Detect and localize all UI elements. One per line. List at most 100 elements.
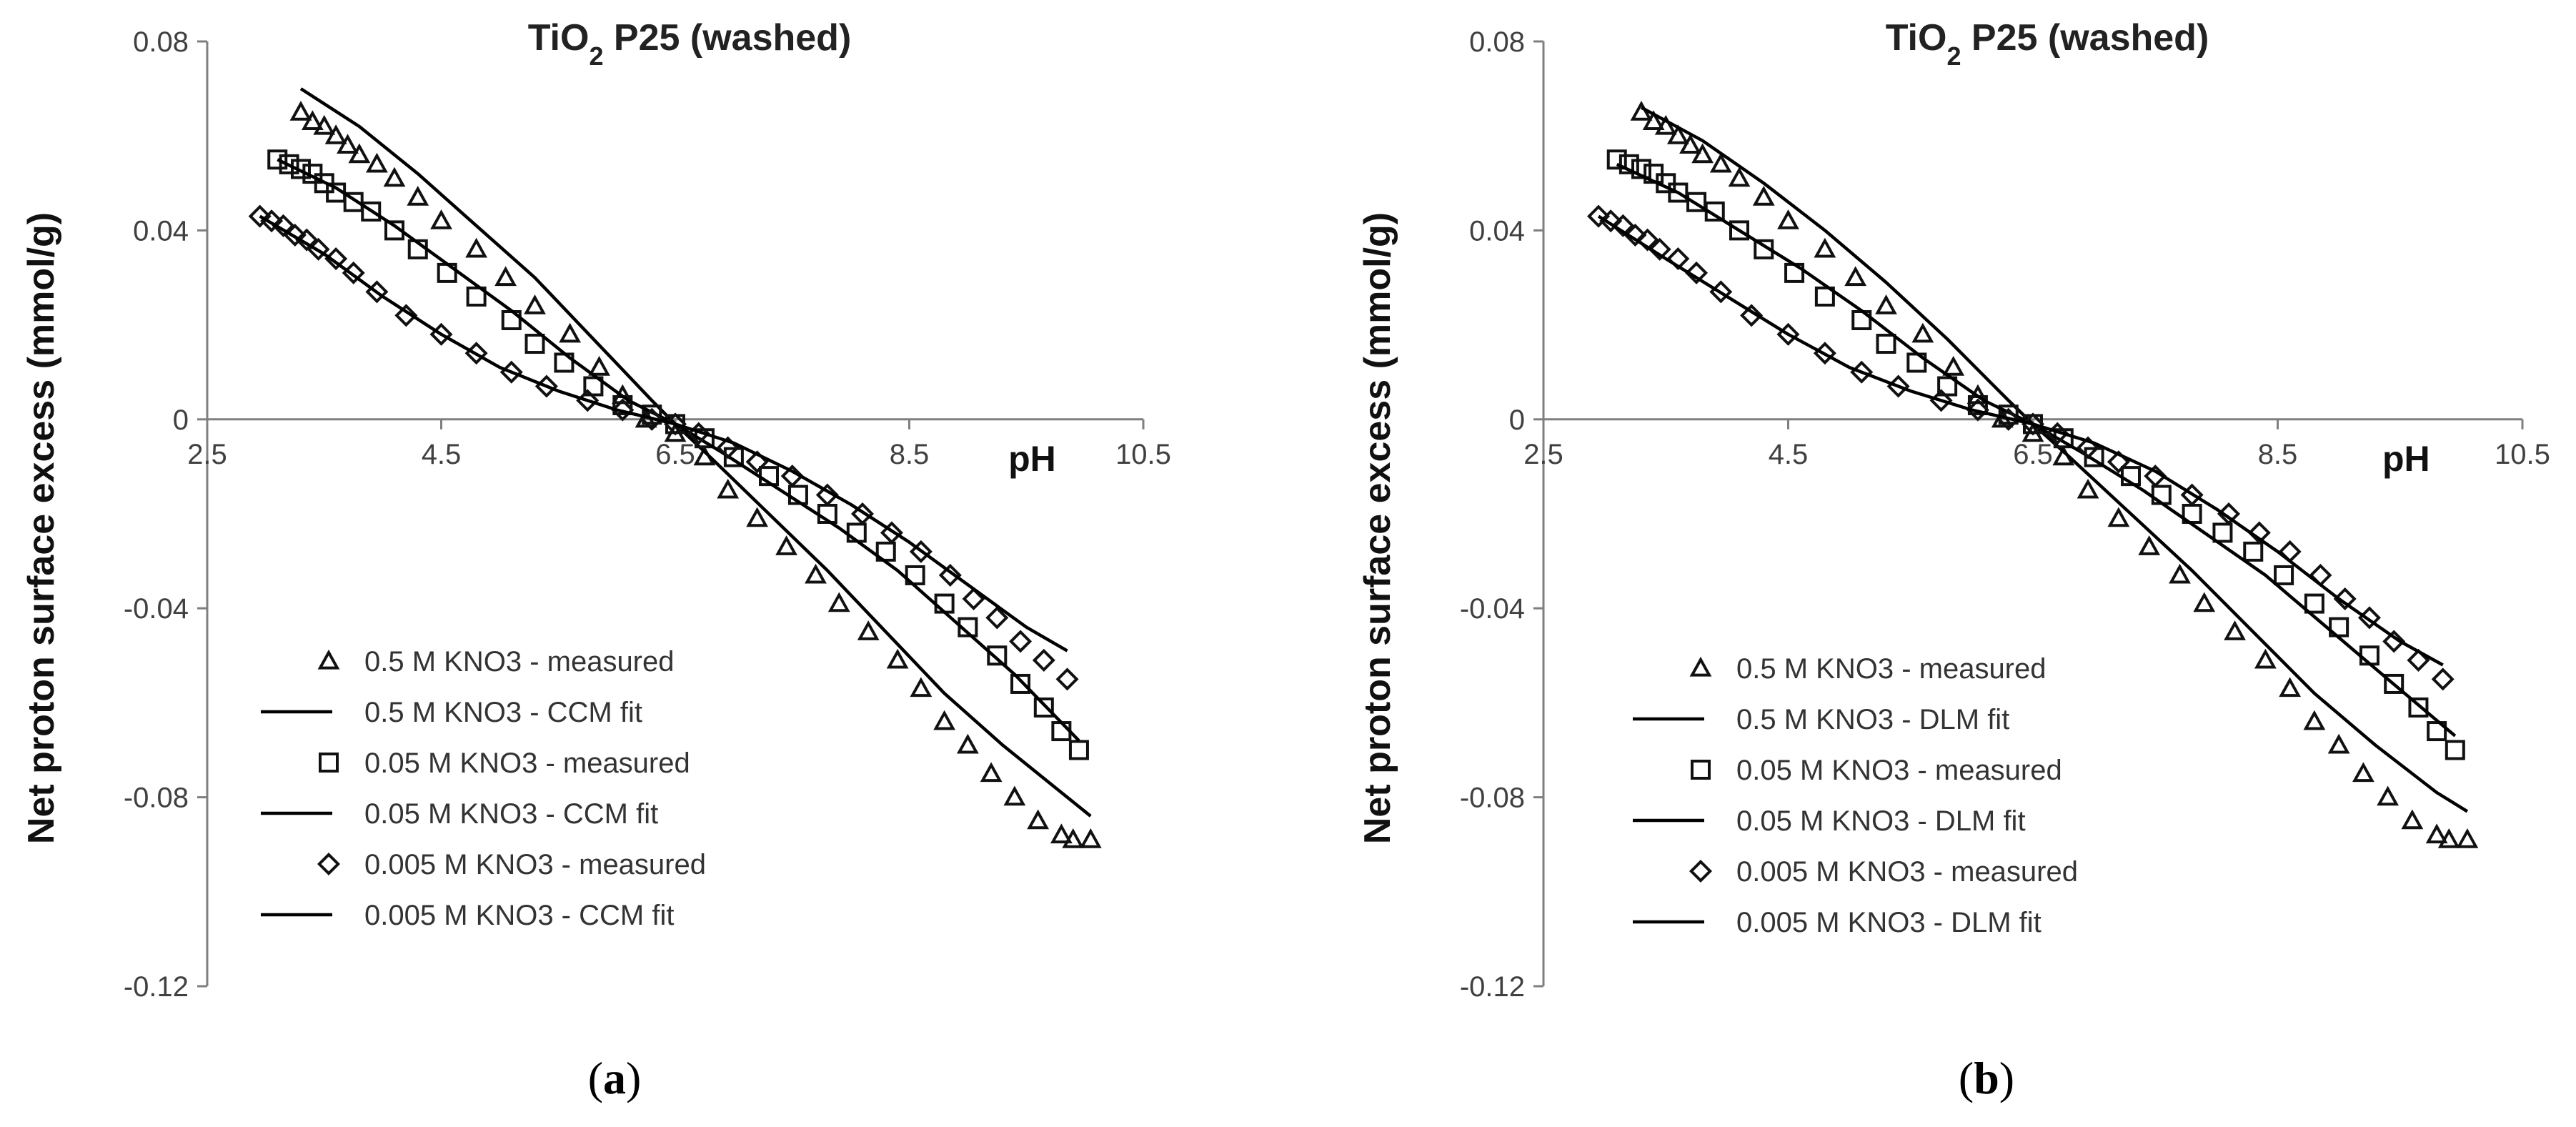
y-tick-label: -0.08	[1460, 783, 1525, 814]
data-point-triangle	[1062, 828, 1085, 848]
data-point-square	[1068, 740, 1089, 760]
data-point-diamond	[295, 228, 319, 252]
data-point-triangle	[1728, 167, 1751, 187]
legend-label: 0.5 M KNO3 - DLM fit	[1736, 704, 2009, 735]
data-point-square	[1937, 376, 1958, 397]
data-point-square	[1606, 149, 1627, 170]
x-axis-label: pH	[1008, 439, 1056, 479]
data-point-diamond	[2021, 412, 2045, 436]
data-point-triangle	[2377, 785, 2400, 806]
data-point-triangle	[2193, 592, 2216, 612]
data-point-triangle	[1027, 809, 1050, 830]
data-point-square	[934, 593, 955, 614]
data-point-triangle	[886, 648, 909, 669]
data-point-diamond	[1636, 228, 1659, 252]
y-axis-label: Net proton surface excess (mmol/g)	[21, 212, 62, 844]
data-point-diamond	[850, 502, 875, 526]
data-point-square	[2151, 485, 2172, 505]
data-point-triangle	[2401, 809, 2424, 830]
y-tick-label: -0.04	[124, 593, 189, 625]
fit-line	[1597, 214, 2444, 667]
data-point-diamond	[1009, 630, 1033, 653]
data-point-square	[524, 334, 545, 354]
data-point-triangle	[746, 507, 769, 527]
caption-open: (	[588, 1053, 603, 1103]
data-point-diamond	[2309, 563, 2332, 587]
x-tick-label: 4.5	[1769, 439, 1809, 470]
caption-close: )	[626, 1053, 641, 1103]
data-point-diamond	[1055, 667, 1079, 691]
data-point-triangle	[366, 152, 388, 173]
data-point-triangle	[2169, 563, 2191, 584]
data-point-diamond	[2382, 630, 2406, 653]
chart-title-main: TiO	[528, 17, 590, 59]
caption-letter: a	[603, 1053, 626, 1103]
data-point-diamond	[1685, 261, 1709, 284]
data-point-square	[2445, 740, 2465, 760]
data-point-square	[905, 565, 925, 585]
x-tick-label: 10.5	[2495, 439, 2550, 470]
x-tick-label: 6.5	[2013, 439, 2053, 470]
data-point-square	[1033, 697, 1054, 718]
legend-marker-square	[1691, 760, 1711, 780]
fit-line	[259, 214, 1068, 652]
caption-letter: b	[1974, 1053, 1999, 1103]
data-point-triangle	[301, 110, 324, 130]
data-point-square	[642, 404, 662, 425]
data-point-triangle	[775, 535, 797, 555]
legend-marker-diamond	[317, 852, 341, 876]
series-5	[259, 214, 1068, 652]
data-point-triangle	[933, 710, 956, 730]
data-point-triangle	[1814, 237, 1836, 258]
legend-marker-triangle	[1689, 656, 1712, 677]
chart-title-main: TiO	[1886, 17, 1947, 59]
legend-marker-triangle	[317, 649, 340, 670]
legend: 0.5 M KNO3 - measured 0.5 M KNO3 - DLM fi…	[1633, 653, 2078, 938]
data-point-triangle	[1752, 186, 1775, 206]
data-point-square	[846, 522, 867, 543]
data-point-square	[466, 286, 487, 307]
data-point-square	[1631, 159, 1651, 179]
y-axis-label: Net proton surface excess (mmol/g)	[1357, 212, 1398, 844]
data-point-diamond	[394, 304, 418, 327]
data-point-diamond	[2407, 648, 2430, 672]
data-point-square	[1010, 673, 1031, 694]
series-1	[299, 87, 1092, 818]
data-point-diamond	[2278, 540, 2302, 563]
data-point-diamond	[1032, 648, 1055, 672]
data-point-triangle	[2224, 620, 2246, 640]
legend: 0.5 M KNO3 - measured 0.5 M KNO3 - CCM fi…	[261, 646, 706, 931]
data-point-diamond	[1623, 223, 1647, 247]
data-point-triangle	[956, 733, 979, 754]
data-point-triangle	[717, 478, 740, 499]
data-point-diamond	[2217, 502, 2241, 526]
x-tick-label: 8.5	[2258, 439, 2298, 470]
legend-label: 0.5 M KNO3 - CCM fit	[364, 697, 642, 728]
data-point-triangle	[857, 620, 880, 640]
y-tick-label: 0	[1509, 404, 1525, 436]
data-point-square	[1729, 220, 1749, 241]
series-0	[289, 101, 1102, 848]
data-point-diamond	[324, 247, 348, 271]
series-0	[1630, 101, 2479, 848]
data-point-triangle	[1911, 322, 1934, 343]
x-axis-label: pH	[2382, 439, 2430, 479]
data-point-square	[291, 159, 311, 179]
data-point-diamond	[2247, 521, 2271, 545]
y-tick-label: 0.04	[133, 215, 189, 247]
chart-title-subscript: 2	[1946, 41, 1961, 71]
panel-caption: (a)	[588, 1053, 642, 1103]
data-point-triangle	[2138, 535, 2161, 555]
data-point-diamond	[938, 563, 962, 587]
legend-label: 0.05 M KNO3 - DLM fit	[1736, 805, 2026, 837]
fit-line	[1640, 106, 2469, 813]
data-point-diamond	[1966, 398, 1989, 422]
data-point-triangle	[2254, 648, 2277, 669]
series-5	[1597, 214, 2444, 667]
data-point-square	[2084, 447, 2104, 467]
chart-panel-a: TiO2 P25 (washed) 0.08 0.04 0 -0.04 -0.08 -0.1…	[21, 17, 1171, 1103]
data-point-triangle	[2107, 507, 2130, 527]
data-point-triangle	[313, 114, 336, 135]
data-point-triangle	[1642, 110, 1665, 130]
